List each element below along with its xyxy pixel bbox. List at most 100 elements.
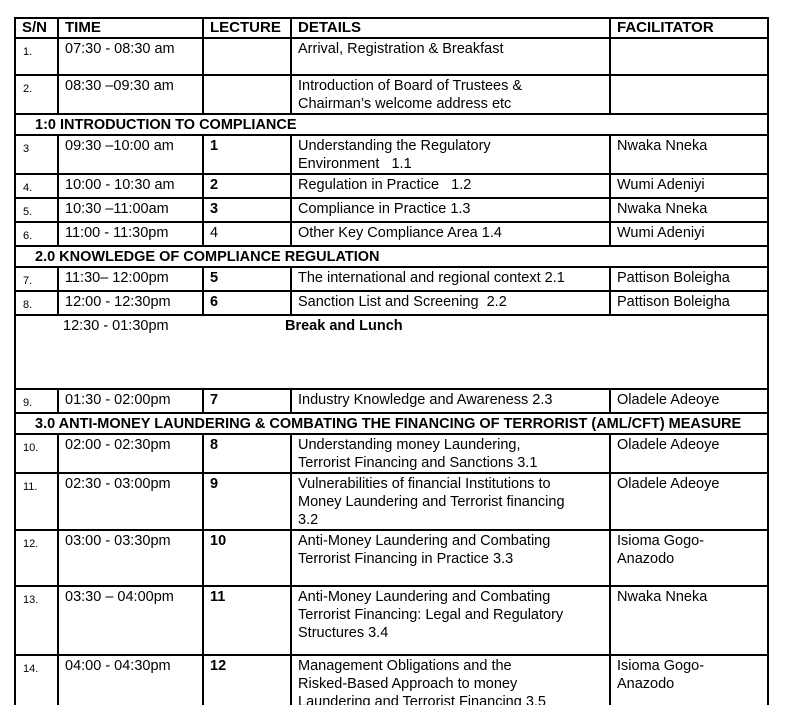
section-title: 3.0 ANTI-MONEY LAUNDERING & COMBATING TH… <box>14 412 769 435</box>
sn-cell: 7. <box>14 266 59 292</box>
details-cell: Sanction List and Screening 2.2 <box>290 290 611 316</box>
table-row: 10. 02:00 - 02:30pm 8 Understanding mone… <box>14 433 769 474</box>
lecture-cell: 3 <box>202 197 292 223</box>
lecture-cell: 6 <box>202 290 292 316</box>
table-row: 1. 07:30 - 08:30 am Arrival, Registratio… <box>14 37 769 76</box>
facilitator-cell: Oladele Adeoye <box>609 388 769 414</box>
sn-cell: 14. <box>14 654 59 705</box>
time-cell: 07:30 - 08:30 am <box>57 37 204 76</box>
table-row: 4. 10:00 - 10:30 am 2 Regulation in Prac… <box>14 173 769 199</box>
time-cell: 04:00 - 04:30pm <box>57 654 204 705</box>
lecture-cell: 10 <box>202 529 292 587</box>
lecture-cell: 7 <box>202 388 292 414</box>
table-row: 6. 11:00 - 11:30pm 4 Other Key Complianc… <box>14 221 769 247</box>
table-row: 9. 01:30 - 02:00pm 7 Industry Knowledge … <box>14 388 769 414</box>
table-row: 3 09:30 –10:00 am 1 Understanding the Re… <box>14 134 769 175</box>
sn-cell: 13. <box>14 585 59 656</box>
time-cell: 11:30– 12:00pm <box>57 266 204 292</box>
col-header-time: TIME <box>57 17 204 39</box>
lecture-cell: 12 <box>202 654 292 705</box>
time-cell: 03:30 – 04:00pm <box>57 585 204 656</box>
lecture-cell: 9 <box>202 472 292 531</box>
sn-cell: 5. <box>14 197 59 223</box>
facilitator-cell <box>609 74 769 115</box>
details-cell: Management Obligations and the Risked-Ba… <box>290 654 611 705</box>
details-cell: Understanding the Regulatory Environment… <box>290 134 611 175</box>
table-row: 5. 10:30 –11:00am 3 Compliance in Practi… <box>14 197 769 223</box>
table-row: 8. 12:00 - 12:30pm 6 Sanction List and S… <box>14 290 769 316</box>
section-title: 1:0 INTRODUCTION TO COMPLIANCE <box>14 113 769 136</box>
time-cell: 10:30 –11:00am <box>57 197 204 223</box>
time-cell: 09:30 –10:00 am <box>57 134 204 175</box>
sn-cell: 6. <box>14 221 59 247</box>
details-cell: Understanding money Laundering, Terroris… <box>290 433 611 474</box>
time-cell: 11:00 - 11:30pm <box>57 221 204 247</box>
details-cell: Regulation in Practice 1.2 <box>290 173 611 199</box>
facilitator-cell <box>609 37 769 76</box>
table-row: 7. 11:30– 12:00pm 5 The international an… <box>14 266 769 292</box>
lecture-cell: 1 <box>202 134 292 175</box>
table-row: 12. 03:00 - 03:30pm 10 Anti-Money Launde… <box>14 529 769 587</box>
col-header-sn: S/N <box>14 17 59 39</box>
facilitator-cell: Isioma Gogo- Anazodo <box>609 529 769 587</box>
sn-cell: 11. <box>14 472 59 531</box>
table-row: 2. 08:30 –09:30 am Introduction of Board… <box>14 74 769 115</box>
details-cell: Arrival, Registration & Breakfast <box>290 37 611 76</box>
sn-cell: 12. <box>14 529 59 587</box>
details-cell: Industry Knowledge and Awareness 2.3 <box>290 388 611 414</box>
lecture-cell: 8 <box>202 433 292 474</box>
time-cell: 08:30 –09:30 am <box>57 74 204 115</box>
section-row: 2.0 KNOWLEDGE OF COMPLIANCE REGULATION <box>14 245 769 268</box>
details-cell: Anti-Money Laundering and Combating Terr… <box>290 585 611 656</box>
facilitator-cell: Nwaka Nneka <box>609 585 769 656</box>
section-row: 3.0 ANTI-MONEY LAUNDERING & COMBATING TH… <box>14 412 769 435</box>
lecture-cell: 4 <box>202 221 292 247</box>
col-header-details: DETAILS <box>290 17 611 39</box>
facilitator-cell: Wumi Adeniyi <box>609 173 769 199</box>
lecture-cell: 2 <box>202 173 292 199</box>
break-time: 12:30 - 01:30pm <box>63 318 169 334</box>
training-schedule-table: S/N TIME LECTURE DETAILS FACILITATOR 1. … <box>14 17 769 705</box>
col-header-lecture: LECTURE <box>202 17 292 39</box>
time-cell: 03:00 - 03:30pm <box>57 529 204 587</box>
lecture-cell: 11 <box>202 585 292 656</box>
facilitator-cell: Wumi Adeniyi <box>609 221 769 247</box>
sn-cell: 9. <box>14 388 59 414</box>
lecture-cell <box>202 37 292 76</box>
table-row: 13. 03:30 – 04:00pm 11 Anti-Money Launde… <box>14 585 769 656</box>
sn-cell: 1. <box>14 37 59 76</box>
facilitator-cell: Oladele Adeoye <box>609 433 769 474</box>
header-row: S/N TIME LECTURE DETAILS FACILITATOR <box>14 17 769 39</box>
time-cell: 01:30 - 02:00pm <box>57 388 204 414</box>
lecture-cell <box>202 74 292 115</box>
facilitator-cell: Pattison Boleigha <box>609 266 769 292</box>
time-cell: 12:00 - 12:30pm <box>57 290 204 316</box>
sn-cell: 8. <box>14 290 59 316</box>
time-cell: 10:00 - 10:30 am <box>57 173 204 199</box>
facilitator-cell: Oladele Adeoye <box>609 472 769 531</box>
break-row: 12:30 - 01:30pm Break and Lunch <box>14 314 769 390</box>
sn-cell: 3 <box>14 134 59 175</box>
sn-cell: 2. <box>14 74 59 115</box>
details-cell: Anti-Money Laundering and Combating Terr… <box>290 529 611 587</box>
facilitator-cell: Isioma Gogo- Anazodo <box>609 654 769 705</box>
details-cell: Vulnerabilities of financial Institution… <box>290 472 611 531</box>
table-row: 14. 04:00 - 04:30pm 12 Management Obliga… <box>14 654 769 705</box>
section-title: 2.0 KNOWLEDGE OF COMPLIANCE REGULATION <box>14 245 769 268</box>
details-cell: Introduction of Board of Trustees & Chai… <box>290 74 611 115</box>
time-cell: 02:00 - 02:30pm <box>57 433 204 474</box>
table-row: 11. 02:30 - 03:00pm 9 Vulnerabilities of… <box>14 472 769 531</box>
details-cell: Compliance in Practice 1.3 <box>290 197 611 223</box>
lecture-cell: 5 <box>202 266 292 292</box>
section-row: 1:0 INTRODUCTION TO COMPLIANCE <box>14 113 769 136</box>
details-cell: The international and regional context 2… <box>290 266 611 292</box>
facilitator-cell: Pattison Boleigha <box>609 290 769 316</box>
break-label: Break and Lunch <box>285 318 403 334</box>
facilitator-cell: Nwaka Nneka <box>609 197 769 223</box>
break-cell: 12:30 - 01:30pm Break and Lunch <box>14 314 769 390</box>
sn-cell: 4. <box>14 173 59 199</box>
col-header-facilitator: FACILITATOR <box>609 17 769 39</box>
time-cell: 02:30 - 03:00pm <box>57 472 204 531</box>
details-cell: Other Key Compliance Area 1.4 <box>290 221 611 247</box>
